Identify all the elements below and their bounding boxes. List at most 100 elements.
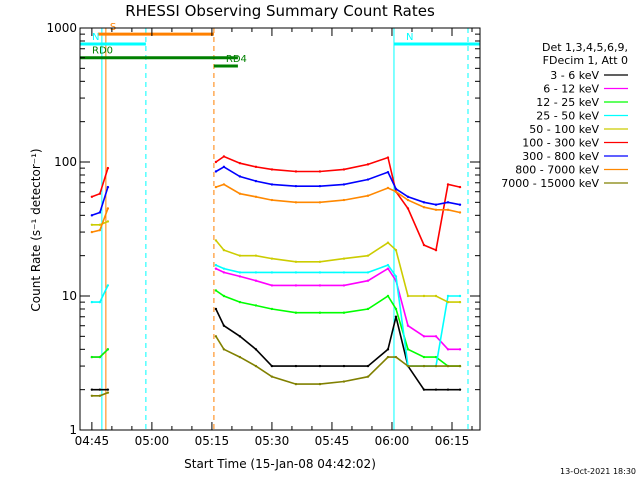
series-point [406,195,410,198]
legend-entry: 100 - 300 keV [522,137,599,150]
series-point [394,315,398,318]
series-point [386,156,390,159]
series-point [222,294,226,298]
flag-label: RD0 [92,46,113,57]
series-point [394,355,398,359]
series-point [446,348,450,351]
series-point [422,205,426,209]
series-point [222,165,226,169]
series-point [214,335,218,338]
series-point [422,364,426,368]
series-point [318,311,322,314]
legend-entry: 300 - 800 keV [522,150,599,163]
series-point [394,187,398,191]
legend-entry: 25 - 50 keV [536,110,599,123]
series-point [386,263,390,267]
series-point [98,223,102,226]
series-point [458,185,462,189]
series-point [366,279,370,282]
series-point [214,307,218,311]
series-point [342,168,346,171]
series-point [238,254,242,257]
y-axis-label: Count Rate (s⁻¹ detector⁻¹) [29,148,43,311]
series-point [222,155,226,158]
legend-header-line-2: FDecim 1, Att 0 [543,54,628,67]
series-point [394,248,398,252]
series-point [386,241,390,244]
series-point [106,388,110,391]
series-point [386,348,390,351]
series-point [406,294,410,298]
series-point [434,248,438,252]
series-point [294,184,298,188]
series-point [434,335,438,338]
series-point [214,239,218,242]
series-point [446,300,450,304]
series-point [422,335,426,338]
series-point [342,257,346,260]
x-tick-label: 06:15 [435,434,470,448]
series-point [294,284,298,287]
series-point [446,208,450,211]
series-line-6 [215,155,461,252]
series-point [458,364,462,368]
legend-entry: 7000 - 15000 keV [501,177,599,190]
series-point [422,201,426,204]
series-line-9 [215,335,460,385]
series-point [254,271,258,274]
series-point [394,275,398,278]
series-point [294,201,298,204]
series-point [214,160,218,164]
series-point [270,183,274,186]
series-line-8 [215,183,461,214]
series-point [458,211,462,214]
series-point [434,388,438,391]
series-point [238,175,242,178]
series-line-2 [215,267,460,351]
series-point [254,279,258,282]
series-line-7 [215,165,461,206]
series-point [294,311,298,314]
series-point [106,220,110,223]
series-point [394,307,398,311]
series-point [98,211,102,214]
x-axis-label: Start Time (15-Jan-08 04:42:02) [184,457,376,471]
series-point [270,168,274,171]
series-point [458,300,462,304]
series-point [270,307,274,311]
x-tick-label: 06:00 [375,434,410,448]
series-point [238,355,242,359]
series-point [422,243,426,247]
series-point [254,165,258,169]
y-tick-label: 100 [54,155,77,169]
series-point [406,324,410,327]
series-point [386,170,390,174]
legend-entry: 3 - 6 keV [550,69,599,82]
series-point [98,300,102,304]
series-point [270,364,274,368]
series-point [406,348,410,351]
series-point [446,294,450,298]
series-point [106,284,110,287]
series-point [342,271,346,274]
series-point [446,183,450,186]
series-point [106,348,110,351]
x-tick-label: 05:15 [195,434,230,448]
legend-entry: 12 - 25 keV [536,96,599,109]
series-point [98,228,102,232]
series-point [294,260,298,263]
series-point [106,207,110,210]
series-point [254,254,258,257]
series-point [446,364,450,368]
series-point [294,271,298,274]
series-point [214,170,218,173]
series-point [270,375,274,378]
series-point [222,267,226,270]
series-point [342,364,346,368]
series-point [90,394,94,397]
series-point [458,294,462,298]
series-line-5 [215,239,460,303]
series-point [270,198,274,202]
series-point [90,388,94,391]
series-point [318,260,322,263]
